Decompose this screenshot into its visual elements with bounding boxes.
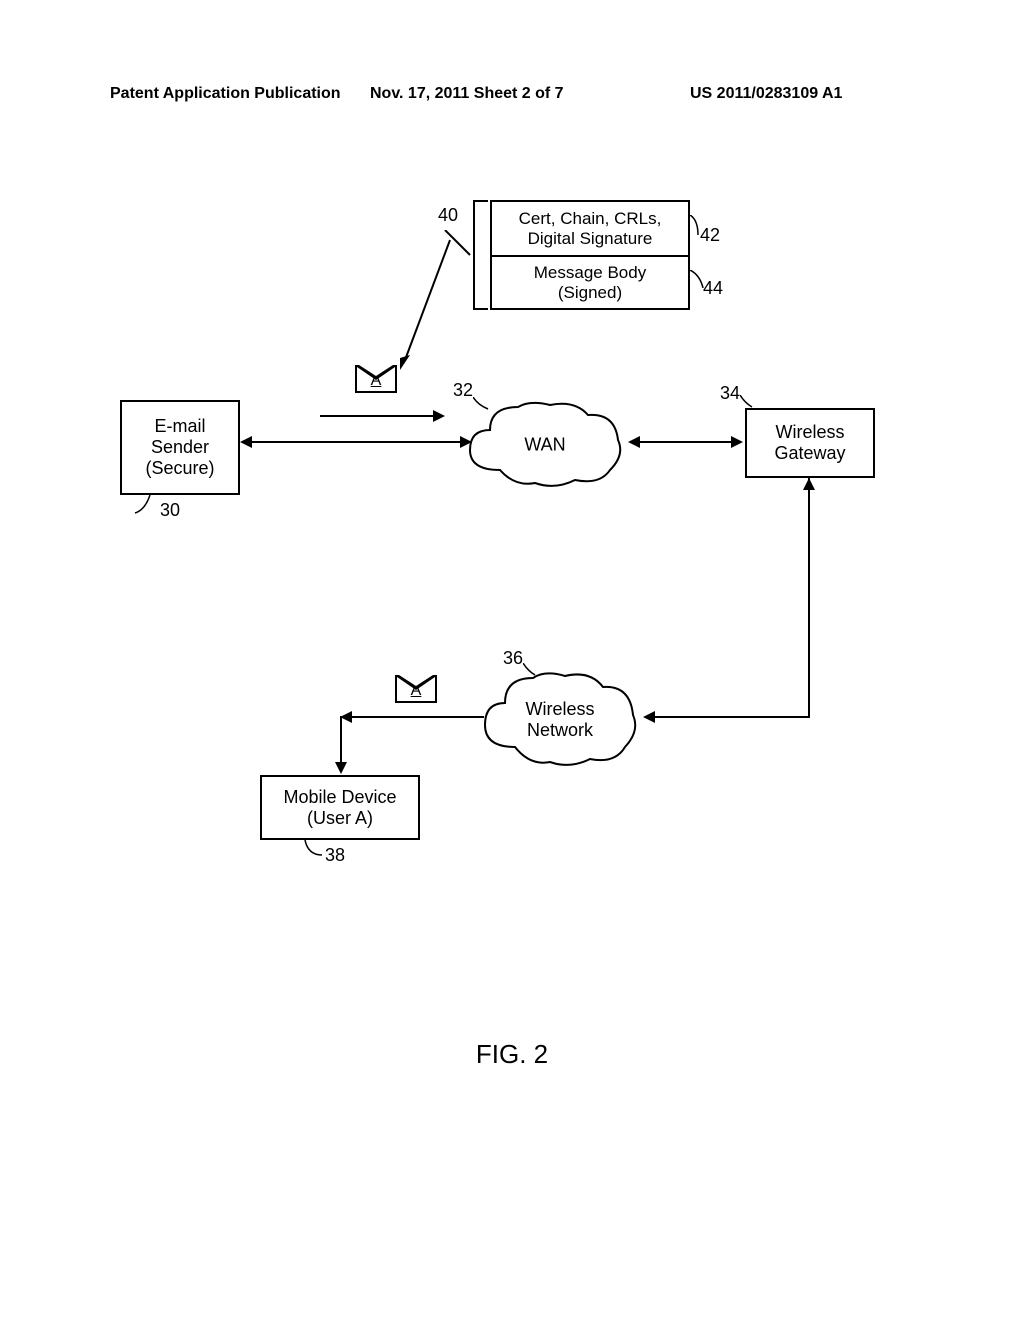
mobile-device-node: Mobile Device (User A) [260, 775, 420, 840]
arrow-envelope1 [320, 415, 435, 417]
envelope-1: A [355, 365, 397, 393]
email-sender-line1: E-mail [154, 416, 205, 437]
message-body-line2: (Signed) [558, 283, 622, 302]
wireless-network-label: Wireless Network [525, 699, 594, 741]
wireless-gateway-line2: Gateway [774, 443, 845, 464]
ref-32-line [473, 397, 493, 412]
envelope-1-label: A [371, 372, 382, 390]
ref-38: 38 [325, 845, 345, 866]
header-patent-number: US 2011/0283109 A1 [690, 85, 842, 103]
message-body-box: Message Body (Signed) [490, 255, 690, 310]
wan-label: WAN [524, 435, 565, 456]
message-body-line1: Message Body [534, 263, 646, 282]
ref-40: 40 [438, 205, 458, 226]
message-structure: Cert, Chain, CRLs, Digital Signature Mes… [490, 200, 690, 310]
arrow-gateway-left-head [643, 711, 655, 723]
ref-36: 36 [503, 648, 523, 669]
message-header-box: Cert, Chain, CRLs, Digital Signature [490, 200, 690, 255]
mobile-device-line2: (User A) [307, 808, 373, 829]
ref-42-line [690, 215, 710, 240]
email-sender-line3: (Secure) [145, 458, 214, 479]
email-sender-line2: Sender [151, 437, 209, 458]
ref-40-line [400, 230, 475, 370]
ref-36-line [523, 663, 543, 678]
arrow-network-down [340, 716, 342, 764]
email-sender-node: E-mail Sender (Secure) [120, 400, 240, 495]
ref-44-line [690, 270, 710, 295]
arrow-network-left [352, 716, 484, 718]
arrow-sender-wan-left [240, 436, 252, 448]
arrow-gateway-left [655, 716, 810, 718]
ref-38-line [300, 840, 325, 862]
arrow-gateway-down [808, 478, 810, 718]
wireless-gateway-line1: Wireless [775, 422, 844, 443]
envelope-2-label: A [411, 682, 422, 700]
arrow-envelope1-right [433, 410, 445, 422]
mobile-device-line1: Mobile Device [283, 787, 396, 808]
arrow-wan-gateway-right [731, 436, 743, 448]
ref-32: 32 [453, 380, 473, 401]
ref-30-line [130, 495, 160, 520]
arrow-network-down-head [335, 762, 347, 774]
ref-34: 34 [720, 383, 740, 404]
wireless-network-cloud: Wireless Network [475, 665, 645, 775]
ref-30: 30 [160, 500, 180, 521]
diagram: Cert, Chain, CRLs, Digital Signature Mes… [0, 170, 1024, 1070]
message-cert-line2: Digital Signature [528, 229, 653, 248]
header-date-sheet: Nov. 17, 2011 Sheet 2 of 7 [370, 85, 564, 103]
arrow-wan-gateway [640, 441, 733, 443]
message-cert-line1: Cert, Chain, CRLs, [519, 209, 662, 228]
arrow-sender-wan [252, 441, 462, 443]
arrow-gateway-up-head [803, 478, 815, 490]
figure-label: FIG. 2 [476, 1039, 548, 1070]
header-publication: Patent Application Publication [110, 85, 341, 103]
wireless-gateway-node: Wireless Gateway [745, 408, 875, 478]
ref-34-line [740, 395, 760, 410]
message-bracket [473, 200, 488, 310]
arrow-wan-gateway-left [628, 436, 640, 448]
envelope-2: A [395, 675, 437, 703]
arrow-sender-wan-right [460, 436, 472, 448]
